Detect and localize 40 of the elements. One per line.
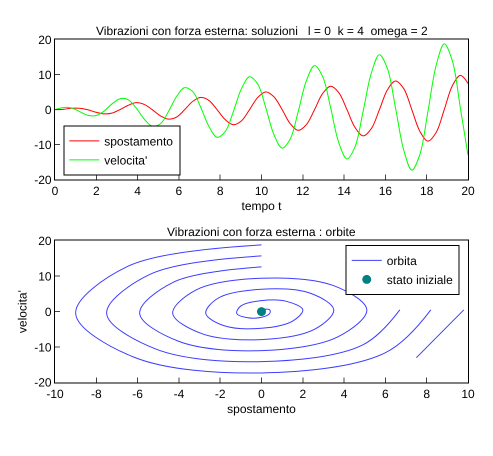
y-axis-title: velocita' (16, 290, 30, 334)
x-tick-label: -6 (132, 386, 144, 401)
x-tick-label: -2 (214, 386, 226, 401)
x-tick-label: 6 (382, 386, 390, 401)
x-tick-label: 10 (461, 386, 475, 401)
x-tick-label: 0 (258, 386, 266, 401)
x-tick-label: 12 (296, 184, 310, 198)
x-tick-label: 8 (423, 386, 430, 401)
x-tick-label: 8 (216, 184, 224, 198)
x-axis-title: tempo t (241, 198, 282, 213)
line-series (55, 43, 468, 171)
y-tick-label: 20 (38, 32, 52, 47)
x-tick-label: 2 (92, 184, 100, 198)
y-tick-label: -20 (34, 376, 52, 390)
y-tick-label: 0 (44, 304, 52, 319)
y-tick-label: 10 (38, 269, 52, 284)
y-tick-label: -10 (34, 138, 52, 152)
x-tick-label: -4 (174, 386, 185, 401)
y-tick-label: 20 (38, 234, 52, 248)
x-axis-title: spostamento (227, 402, 296, 416)
legend-label: spostamento (104, 134, 174, 149)
x-tick-label: -8 (90, 386, 102, 401)
y-tick-label: -20 (34, 172, 52, 187)
legend-label: orbita (386, 254, 418, 268)
x-tick-label: 14 (337, 184, 352, 198)
x-tick-label: 18 (420, 184, 434, 198)
y-tick-label: -10 (34, 340, 52, 354)
x-tick-label: 2 (299, 386, 306, 401)
x-tick-label: 4 (134, 184, 142, 198)
x-tick-label: 10 (254, 184, 268, 198)
legend-label: stato iniziale (386, 273, 454, 288)
x-tick-label: 20 (461, 184, 475, 198)
x-tick-label: 6 (176, 184, 183, 198)
y-tick-label: 0 (44, 102, 52, 117)
legend-label: velocita' (104, 154, 148, 168)
x-tick-label: 16 (378, 184, 392, 198)
chart-title: Vibrazioni con forza esterna: soluzioni l = 0 k = 4 omega = 2 (96, 24, 428, 38)
chart-title: Vibrazioni con forza esterna : orbite (167, 225, 356, 239)
y-tick-label: 10 (38, 68, 52, 82)
x-tick-label: 4 (340, 386, 348, 401)
